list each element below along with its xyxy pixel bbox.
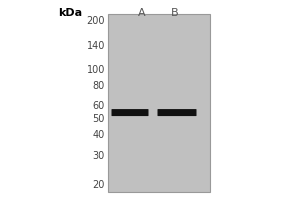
Bar <box>108 14 210 192</box>
FancyBboxPatch shape <box>158 109 196 116</box>
Text: 140: 140 <box>87 41 105 51</box>
Text: 20: 20 <box>93 180 105 190</box>
Text: 30: 30 <box>93 151 105 161</box>
Text: A: A <box>138 8 146 18</box>
Text: B: B <box>171 8 179 18</box>
Text: 200: 200 <box>86 16 105 26</box>
Text: kDa: kDa <box>58 8 82 18</box>
FancyBboxPatch shape <box>112 109 148 116</box>
Text: 80: 80 <box>93 81 105 91</box>
Text: 60: 60 <box>93 101 105 111</box>
Text: 40: 40 <box>93 130 105 140</box>
Text: 100: 100 <box>87 65 105 75</box>
Text: 50: 50 <box>93 114 105 124</box>
